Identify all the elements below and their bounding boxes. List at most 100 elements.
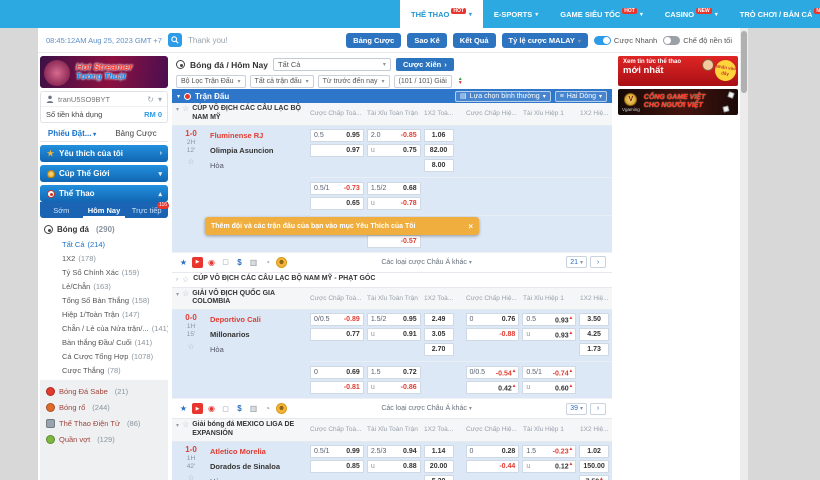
bet-type-item[interactable]: Hiệp 1/Toàn Trận (147) (40, 307, 168, 321)
chevron-right-icon[interactable]: › (176, 277, 178, 283)
bet-type-item[interactable]: Tất Cả (214) (40, 237, 168, 251)
vgaming-banner[interactable]: V Vgaming CỔNG GAME VIỆT CHO NGƯỜI VIỆT (618, 89, 738, 115)
bet-type-item[interactable]: Cá Cược Tổng Hợp (1078) (40, 349, 168, 363)
live-icon[interactable]: ◉ (208, 257, 215, 267)
odds-cell[interactable]: 150.00 (579, 459, 610, 473)
star-icon[interactable]: ☆ (182, 420, 190, 429)
stats-icon[interactable]: ▥ (249, 257, 258, 267)
odds-cell[interactable]: 0.65 (310, 196, 364, 210)
odds-cell[interactable]: -0.44 (465, 459, 520, 473)
odds-cell[interactable]: 2.0 -0.85 (366, 128, 421, 142)
favorite-icon[interactable]: ★ (179, 404, 188, 413)
nav-tab[interactable]: GAME SIÊU TỐC HOT ▾ (549, 0, 654, 28)
odds-cell[interactable]: u 0.91 (366, 328, 421, 341)
odds-cell[interactable]: 1.73 (579, 343, 610, 356)
play-icon[interactable]: ▶ (192, 256, 203, 268)
draw-label[interactable]: Hòa (210, 345, 224, 354)
sidebar-item-sport[interactable]: Thể Thao Điện Tử (86) (40, 415, 168, 431)
league-select[interactable]: Tất Cả ▾ (272, 58, 391, 71)
next-button[interactable]: › (590, 256, 606, 268)
coin-icon[interactable]: ☻ (276, 403, 287, 414)
sidebar-item-sport[interactable]: Bóng rổ (244) (40, 399, 168, 415)
news-banner[interactable]: Xem tin tức thể thao mới nhất Nhấn vào đ… (618, 56, 738, 86)
favorite-star-icon[interactable]: ☆ (187, 157, 195, 167)
odds-cell[interactable]: -0.57 (366, 234, 421, 248)
quick-bet-toggle[interactable]: Cược Nhanh (593, 35, 657, 45)
odds-cell[interactable]: 4.25 (579, 328, 610, 341)
odds-cell[interactable]: 0.5 0.93▴ (522, 313, 577, 326)
odds-cell[interactable]: 5.20 (423, 474, 454, 480)
odds-cell[interactable]: 0 0.69 (310, 366, 364, 379)
odds-cell[interactable]: u -0.78 (366, 196, 421, 210)
favorites-button[interactable]: ★ Yêu thích của tôi › (40, 145, 168, 162)
away-team[interactable]: Olimpia Asuncion (210, 145, 274, 155)
draw-label[interactable]: Hòa (210, 160, 224, 170)
odds-cell[interactable]: u -0.86 (366, 381, 421, 394)
time-tab[interactable]: Sớm (40, 202, 83, 218)
filter-select[interactable]: (101 / 101) Giải (393, 74, 452, 88)
odds-cell[interactable]: 0.97 (310, 143, 364, 157)
odds-cell[interactable]: 1.06 (423, 128, 454, 142)
tv-icon[interactable]: ▢ (222, 405, 229, 413)
odds-cell[interactable]: 1.5/2 0.95 (366, 313, 421, 326)
stats-icon[interactable]: ▥ (249, 404, 258, 413)
odds-cell[interactable]: 1.5/2 0.68 (366, 181, 421, 195)
promo-banner[interactable]: Hot Streamer Tường Thuật (40, 56, 168, 88)
away-team[interactable]: Dorados de Sinaloa (210, 461, 281, 471)
odds-cell[interactable]: 20.00 (423, 459, 454, 473)
bet-type-item[interactable]: 1X2 (178) (40, 251, 168, 265)
odds-cell[interactable]: 82.00 (423, 143, 454, 157)
chevron-down-icon[interactable]: ▾ (157, 94, 162, 104)
filter-select[interactable]: Từ trước đến nay ▾ (317, 74, 390, 88)
odds-cell[interactable]: 1.02 (579, 444, 610, 458)
favorite-star-icon[interactable]: ☆ (187, 473, 195, 480)
home-team[interactable]: Atletico Morelia (210, 446, 266, 456)
odds-cell[interactable]: 0.85 (310, 459, 364, 473)
odds-cell[interactable]: u 0.88 (366, 459, 421, 473)
bet-type-item[interactable]: Lẻ/Chẵn (163) (40, 279, 168, 293)
user-account[interactable]: tranU5SO9BYT ↻ ▾ (41, 92, 167, 107)
home-team[interactable]: Fluminense RJ (210, 130, 264, 140)
favorite-icon[interactable]: ★ (179, 257, 188, 267)
row-mode-select[interactable]: ≡ Hai Dòng ▾ (554, 90, 607, 102)
odds-cell[interactable]: 1.5 -0.23▴ (522, 444, 577, 458)
filter-select[interactable]: Tất cả trận đấu ▾ (249, 74, 314, 88)
odds-cell[interactable]: 2.70 (423, 343, 454, 356)
favorite-star-icon[interactable]: ☆ (187, 341, 195, 351)
parlay-button[interactable]: Cược Xiên › (395, 58, 454, 71)
bet-type-item[interactable]: Tổng Số Bàn Thắng (158) (40, 293, 168, 307)
bet-count-select[interactable]: 21 ▾ (566, 256, 587, 268)
odds-cell[interactable]: -0.81 (310, 381, 364, 394)
nav-tab[interactable]: TRÒ CHƠI / BẮN CÁNEW▾ (729, 0, 820, 28)
close-icon[interactable]: × (468, 221, 473, 231)
search-input[interactable] (187, 35, 341, 45)
time-tab[interactable]: Hôm Nay (83, 202, 126, 218)
statement-button[interactable]: Sao Kê (407, 32, 447, 48)
bet-slip-button[interactable]: Bảng Cược (346, 32, 402, 48)
odds-cell[interactable]: 0.77 (310, 328, 364, 341)
odds-cell[interactable]: 0 0.28 (465, 444, 520, 458)
live-icon[interactable]: ◉ (208, 404, 215, 413)
sidebar-item-sport[interactable]: Quần vợt (129) (40, 431, 168, 447)
cash-icon[interactable]: $ (237, 257, 242, 267)
odds-cell[interactable]: 0/0.5 -0.89 (310, 313, 364, 326)
star-icon[interactable]: ☆ (182, 274, 190, 284)
tab-bet-list[interactable]: Bảng Cược (115, 129, 157, 138)
odds-type-select[interactable]: Tỷ lệ cược MALAY ▾ (501, 32, 588, 48)
filter-select[interactable]: Bộ Lọc Trận Đấu ▾ (176, 74, 246, 88)
view-mode-select[interactable]: ▤ Lựa chọn bình thường ▾ (455, 90, 551, 102)
odds-cell[interactable]: 3.50 (579, 313, 610, 326)
odds-cell[interactable]: 0.5/1 -0.73 (310, 181, 364, 195)
bet-type-item[interactable]: Cược Thắng (78) (40, 363, 168, 377)
chevron-down-icon[interactable]: ▾ (176, 423, 180, 429)
world-cup-button[interactable]: Cúp Thế Giới ▾ (40, 165, 168, 182)
odds-cell[interactable]: 0.5/1 -0.74▴ (522, 366, 577, 379)
sidebar-item-sport[interactable]: Bóng Đá Sabe (21) (40, 383, 168, 399)
nav-tab[interactable]: E-SPORTS ▾ (483, 0, 549, 28)
odds-cell[interactable]: 2.5/3 0.94 (366, 444, 421, 458)
odds-cell[interactable]: 0.5/1 0.99 (310, 444, 364, 458)
odds-cell[interactable]: 3.05 (423, 328, 454, 341)
tab-bet-slip[interactable]: Phiếu Đặt... (40, 129, 104, 138)
bet-count-select[interactable]: 39 ▾ (566, 402, 587, 415)
odds-cell[interactable]: 1.5 0.72 (366, 366, 421, 379)
